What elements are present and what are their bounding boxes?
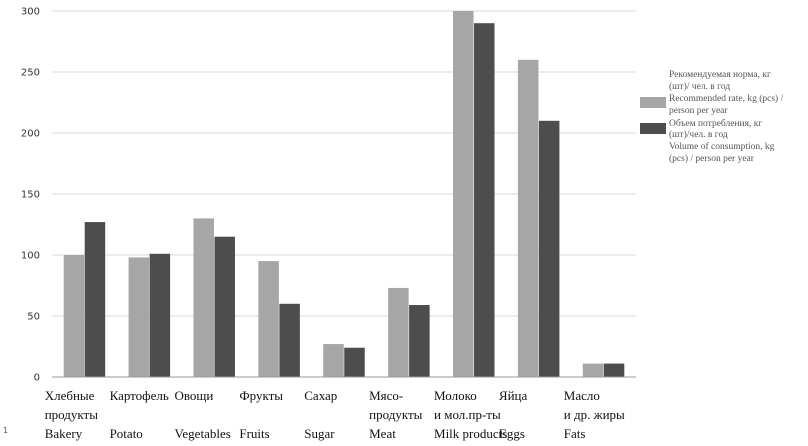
category-label: Картофель Potato bbox=[110, 388, 169, 441]
bar-consumption bbox=[84, 222, 106, 377]
category-label: Фрукты Fruits bbox=[239, 388, 283, 441]
y-tick-label: 150 bbox=[21, 190, 40, 201]
y-tick-label: 300 bbox=[21, 7, 40, 18]
category-label: Масло и др. жиры Fats bbox=[564, 388, 625, 441]
y-tick-label: 100 bbox=[21, 251, 40, 262]
bar-recommended bbox=[323, 344, 344, 377]
bar-consumption bbox=[603, 363, 625, 377]
bar-consumption bbox=[344, 347, 365, 377]
category-label: Мясо-продукты Meat bbox=[369, 388, 423, 441]
y-axis-ticks: 0 50 100 150 200 250 300 bbox=[21, 7, 40, 384]
bar-recommended bbox=[258, 261, 279, 377]
legend-label-consumption: Объем потребления, кг (шт)/чел. в год Vo… bbox=[669, 118, 775, 165]
legend-item-consumption: Объем потребления, кг (шт)/чел. в год Vo… bbox=[640, 119, 806, 167]
y-tick-label: 0 bbox=[34, 373, 40, 384]
bar-consumption bbox=[474, 23, 495, 377]
bar-recommended bbox=[582, 363, 604, 377]
gridlines bbox=[52, 10, 636, 378]
legend-swatch-recommended bbox=[640, 97, 666, 108]
bar-consumption bbox=[149, 253, 171, 377]
bar-recommended bbox=[63, 255, 85, 377]
bar-consumption bbox=[279, 303, 300, 377]
bar-recommended bbox=[517, 59, 539, 378]
legend: Рекомендуемая норма, кг (шт)/ чел. в год… bbox=[640, 70, 806, 167]
bar-recommended bbox=[193, 218, 214, 377]
category-label: Овощи Vegetables bbox=[174, 388, 230, 441]
bar-consumption bbox=[409, 305, 430, 377]
category-label: Молоко и мол.пр-ты Milk products bbox=[434, 388, 507, 441]
legend-label-recommended: Рекомендуемая норма, кг (шт)/ чел. в год… bbox=[669, 70, 784, 116]
category-label: Сахар Sugar bbox=[304, 388, 337, 441]
bar-consumption bbox=[538, 120, 560, 378]
axis-stub-glyph: 1 bbox=[3, 426, 9, 435]
legend-swatch-consumption bbox=[640, 122, 666, 134]
legend-item-recommended: Рекомендуемая норма, кг (шт)/ чел. в год… bbox=[640, 70, 806, 118]
y-tick-label: 50 bbox=[27, 312, 40, 323]
bar-recommended bbox=[128, 257, 150, 377]
bars bbox=[63, 11, 625, 378]
category-label: Хлебные продукты Bakery bbox=[45, 388, 99, 441]
bar-recommended bbox=[453, 11, 474, 377]
y-tick-label: 200 bbox=[21, 129, 40, 140]
bar-consumption bbox=[214, 236, 235, 377]
bar-recommended bbox=[388, 287, 409, 377]
y-tick-label: 250 bbox=[21, 68, 40, 79]
category-label: Яйца Eggs bbox=[499, 388, 528, 441]
